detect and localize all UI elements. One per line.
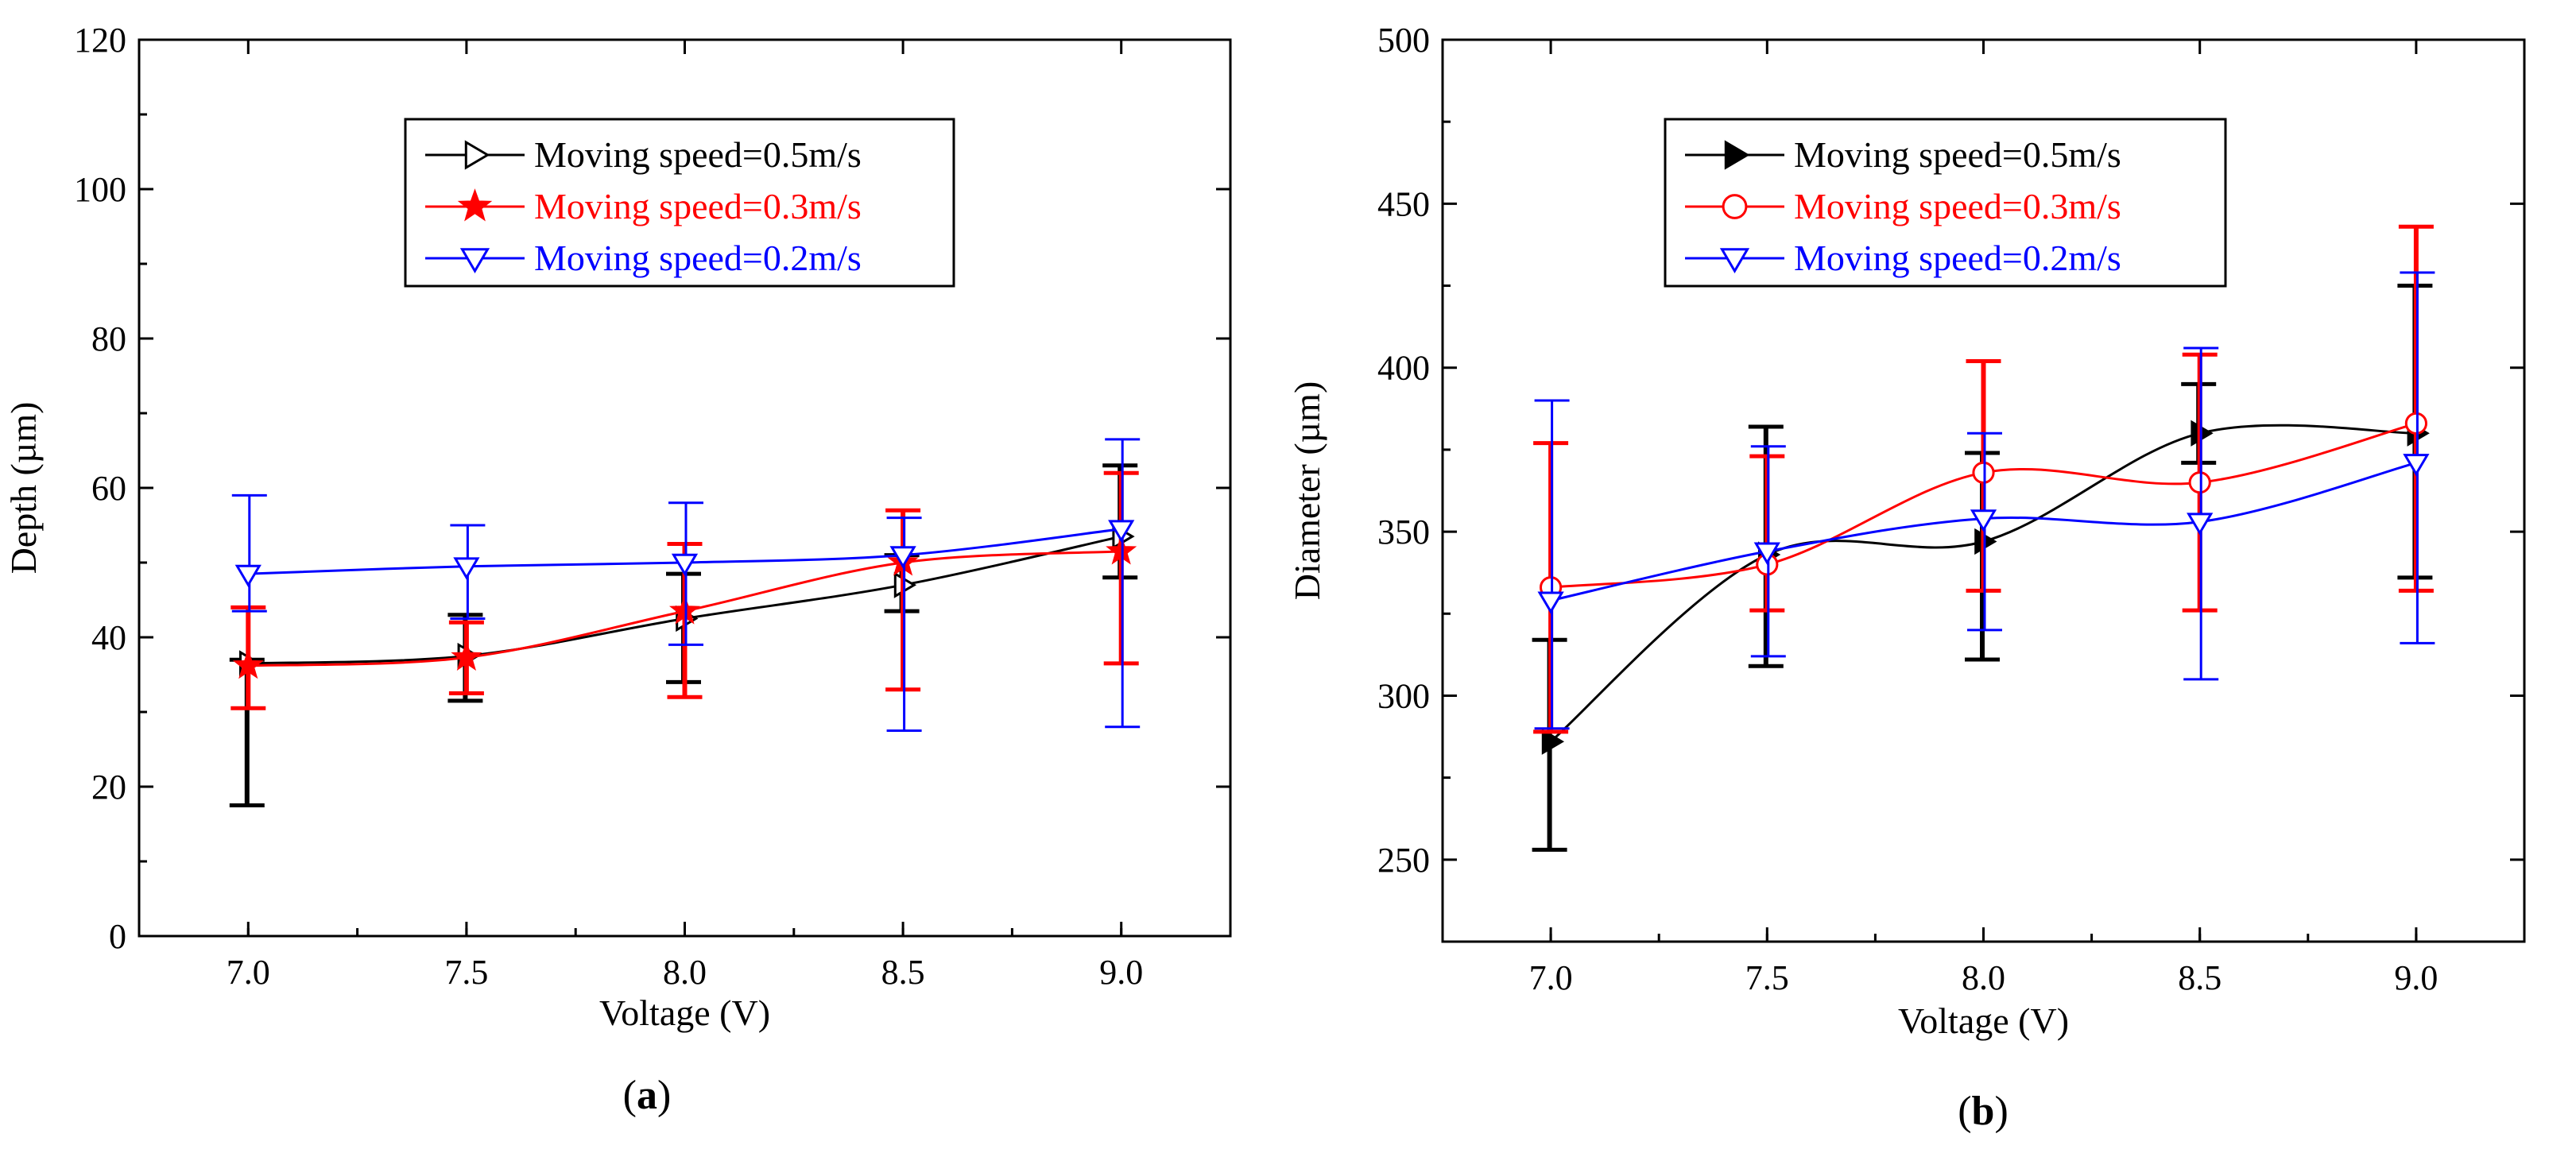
data-point: [1753, 542, 1780, 565]
data-point: [889, 546, 916, 569]
data-point: [1108, 520, 1135, 543]
panel-label: (b): [1958, 1089, 2009, 1134]
legend: Moving speed=0.5m/s Moving speed=0.3m/s Mo…: [1664, 118, 2227, 288]
chart-depth: 7.0 7.5 8.0 8.5 9.0 0 20 40 60 80 100 120 Voltage (V…: [3, 21, 1232, 1118]
y-tick-label: 400: [1377, 349, 1430, 388]
y-tick-label: 0: [109, 917, 126, 956]
y-tick-label: 300: [1377, 676, 1430, 715]
x-axis-title: Voltage (V): [1898, 1000, 2069, 1041]
y-tick-label: 80: [91, 319, 126, 358]
x-tick-label: 7.5: [444, 953, 488, 992]
y-tick-label: 500: [1377, 21, 1430, 60]
panel-paren-open: (: [1958, 1089, 1971, 1134]
y-tick-label: 250: [1377, 841, 1430, 880]
legend-marker: [1719, 248, 1750, 273]
data-point: [671, 553, 699, 576]
legend-label: Moving speed=0.2m/s: [534, 238, 862, 278]
data-point: [2187, 513, 2214, 536]
legend-label: Moving speed=0.2m/s: [1794, 238, 2121, 278]
legend: Moving speed=0.5m/s Moving speed=0.3m/s Mo…: [404, 118, 955, 288]
data-point: [232, 649, 264, 679]
legend-marker: [1722, 194, 1748, 219]
legend-marker: [1724, 140, 1750, 170]
legend-marker: [457, 188, 493, 222]
x-tick-label: 8.0: [1962, 958, 2005, 997]
data-point: [1537, 591, 1564, 614]
x-tick-label: 8.0: [663, 953, 707, 992]
data-point: [453, 557, 480, 580]
x-axis-title: Voltage (V): [599, 992, 770, 1033]
x-tick-label: 7.5: [1745, 958, 1789, 997]
y-tick-label: 20: [91, 768, 126, 807]
panel-letter: a: [637, 1073, 657, 1118]
panel-paren-close: ): [657, 1073, 671, 1118]
series-2: [1534, 271, 2435, 730]
y-tick-label: 60: [91, 469, 126, 508]
legend-label: Moving speed=0.5m/s: [1794, 134, 2121, 175]
data-point: [451, 640, 482, 671]
data-point: [2403, 454, 2430, 477]
x-tick-label: 9.0: [1099, 953, 1143, 992]
y-axis-title: Depth (µm): [3, 402, 44, 575]
x-tick-label: 8.5: [2178, 958, 2222, 997]
legend-label: Moving speed=0.5m/s: [534, 134, 862, 175]
panel-label: (a): [623, 1073, 672, 1118]
series-2: [231, 438, 1141, 732]
y-axis-title: Diameter (µm): [1287, 381, 1327, 601]
panel-letter: b: [1972, 1089, 1995, 1134]
x-tick-label: 9.0: [2394, 958, 2438, 997]
x-tick-label: 7.0: [1529, 958, 1573, 997]
y-tick-label: 350: [1377, 513, 1430, 551]
data-point: [234, 564, 261, 588]
legend-marker: [464, 140, 490, 170]
y-tick-label: 450: [1377, 184, 1430, 223]
data-point: [1970, 509, 1997, 532]
x-tick-label: 7.0: [227, 953, 270, 992]
y-tick-label: 40: [91, 618, 126, 657]
panel-paren-close: ): [1994, 1089, 2008, 1134]
legend-marker: [459, 248, 490, 273]
y-tick-label: 100: [74, 170, 126, 209]
y-tick-label: 120: [74, 21, 126, 60]
data-point: [1541, 728, 1565, 755]
series-1: [230, 470, 1139, 710]
data-point: [2188, 471, 2211, 494]
panel-paren-open: (: [623, 1073, 637, 1118]
x-tick-label: 8.5: [881, 953, 925, 992]
chart-diameter: 7.0 7.5 8.0 8.5 9.0 250 300 350 400 450 500 Voltage…: [1287, 21, 2526, 1134]
legend-label: Moving speed=0.3m/s: [1794, 186, 2121, 226]
legend-label: Moving speed=0.3m/s: [534, 186, 862, 226]
